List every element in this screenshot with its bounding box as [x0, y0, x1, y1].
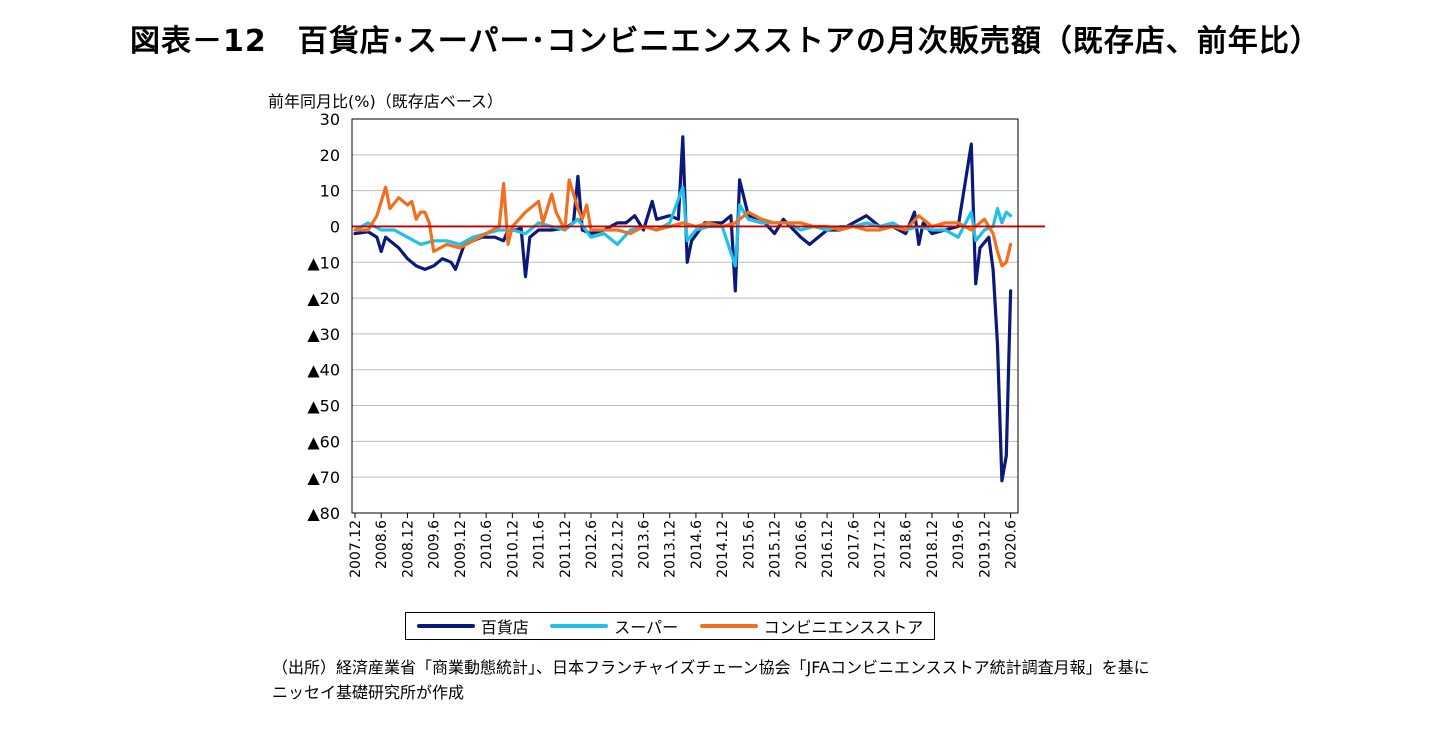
legend-swatch: [699, 624, 758, 628]
x-tick-label: 2009.6: [427, 520, 443, 569]
x-tick-label: 2018.12: [925, 520, 941, 578]
x-tick-label: 2017.6: [846, 520, 862, 569]
legend-label: コンビニエンスストア: [763, 618, 924, 637]
x-tick-label: 2008.12: [400, 520, 416, 578]
source-note: （出所）経済産業省「商業動態統計」、日本フランチャイズチェーン協会「JFAコンビ…: [272, 655, 1150, 705]
chart-title: 図表－12 百貨店･スーパー･コンビニエンスストアの月次販売額（既存店、前年比）: [130, 24, 1321, 59]
x-tick-label: 2007.12: [348, 520, 364, 578]
y-tick-label: ▲10: [307, 253, 340, 272]
legend-item: コンビニエンスストア: [699, 614, 924, 638]
y-axis-label: 前年同月比(%)（既存店ベース）: [268, 92, 503, 111]
series-line: [353, 178, 1013, 268]
legend-label: スーパー: [614, 618, 679, 637]
x-tick-label: 2011.6: [532, 520, 548, 569]
x-tick-label: 2010.12: [505, 520, 521, 578]
y-tick-label: 30: [320, 110, 340, 129]
y-tick-label: 10: [320, 182, 340, 201]
y-tick-label: ▲60: [307, 432, 340, 451]
legend-item: スーパー: [550, 614, 678, 638]
x-tick-label: 2019.12: [977, 520, 993, 578]
legend-swatch: [550, 624, 609, 628]
y-tick-label: ▲80: [307, 504, 340, 523]
y-tick-label: ▲20: [307, 289, 340, 308]
legend-label: 百貨店: [480, 618, 529, 637]
x-tick-label: 2015.6: [741, 520, 757, 569]
series-line: [353, 135, 1013, 483]
source-line-2: ニッセイ基礎研究所が作成: [272, 683, 465, 702]
x-tick-label: 2020.6: [1004, 520, 1020, 569]
x-tick-label: 2008.6: [374, 520, 390, 569]
x-tick-label: 2019.6: [951, 520, 967, 569]
x-tick-label: 2012.12: [610, 520, 626, 578]
x-tick-label: 2014.12: [715, 520, 731, 578]
x-tick-label: 2017.12: [873, 520, 889, 578]
y-tick-label: 20: [320, 146, 340, 165]
y-tick-label: ▲50: [307, 397, 340, 416]
x-tick-label: 2010.6: [479, 520, 495, 569]
source-line-1: （出所）経済産業省「商業動態統計」、日本フランチャイズチェーン協会「JFAコンビ…: [272, 658, 1150, 677]
legend-item: 百貨店: [416, 614, 529, 638]
x-tick-label: 2014.6: [689, 520, 705, 569]
y-tick-label: ▲70: [307, 468, 340, 487]
y-tick-label: 0: [330, 217, 340, 236]
x-tick-label: 2013.12: [663, 520, 679, 578]
plot-frame: [351, 118, 1019, 514]
legend-swatch: [416, 624, 475, 628]
legend: 百貨店 スーパー コンビニエンスストア: [405, 612, 935, 640]
x-tick-label: 2009.12: [453, 520, 469, 578]
x-tick-label: 2016.6: [794, 520, 810, 569]
x-tick-label: 2018.6: [899, 520, 915, 569]
y-tick-label: ▲30: [307, 325, 340, 344]
x-tick-label: 2011.12: [558, 520, 574, 578]
x-tick-label: 2013.6: [636, 520, 652, 569]
x-tick-label: 2015.12: [768, 520, 784, 578]
x-tick-label: 2016.12: [820, 520, 836, 578]
x-tick-label: 2012.6: [584, 520, 600, 569]
y-tick-label: ▲40: [307, 361, 340, 380]
